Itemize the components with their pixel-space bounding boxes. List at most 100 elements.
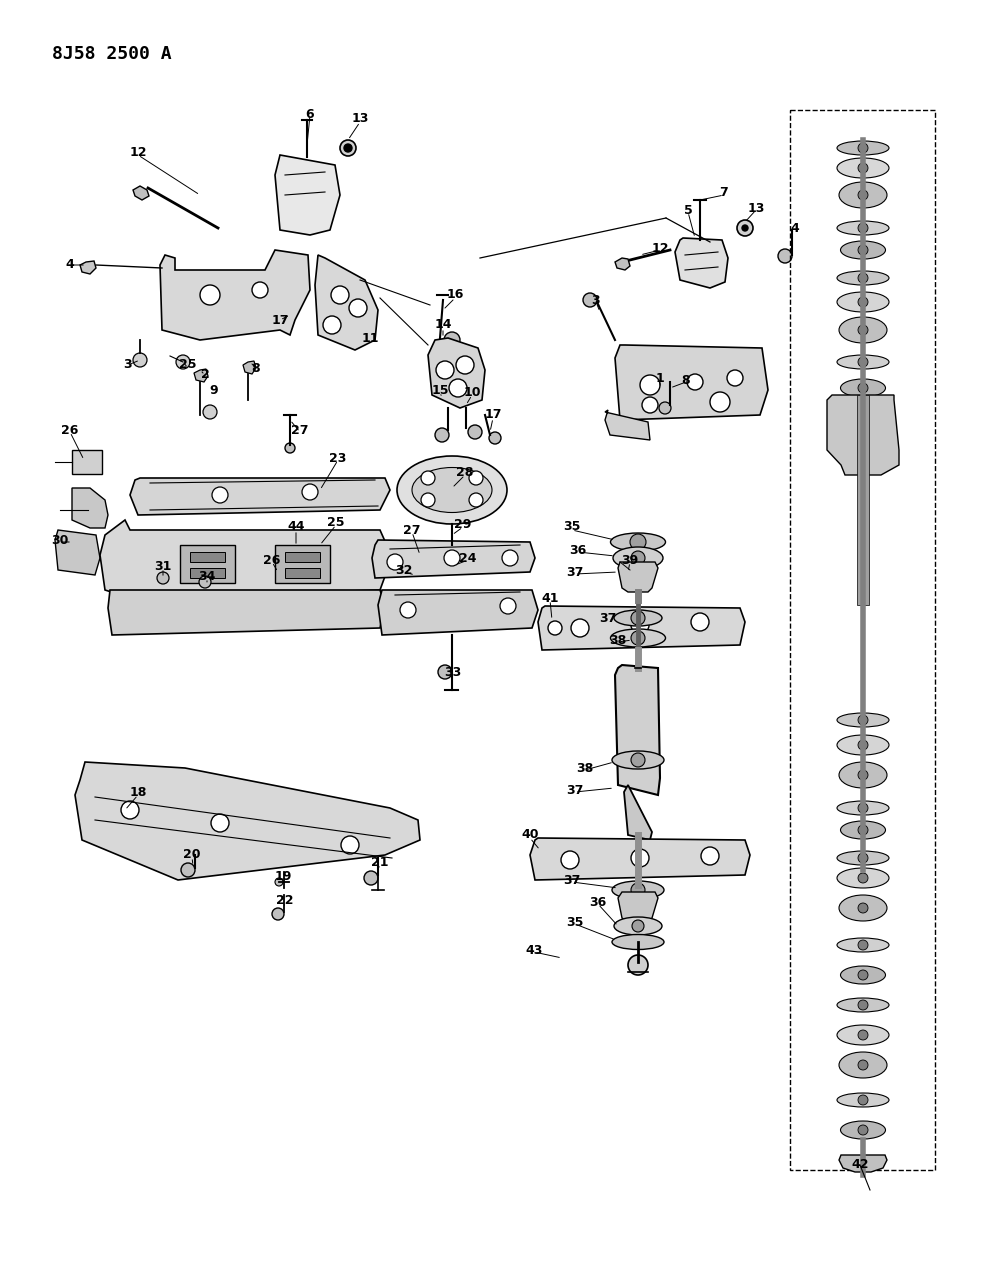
Ellipse shape <box>612 935 664 950</box>
Circle shape <box>858 357 868 367</box>
Circle shape <box>631 849 649 867</box>
Circle shape <box>340 140 356 156</box>
Ellipse shape <box>839 317 887 343</box>
Circle shape <box>858 940 868 950</box>
Circle shape <box>548 621 562 635</box>
Ellipse shape <box>837 1025 889 1046</box>
Text: 35: 35 <box>563 520 581 533</box>
Text: 39: 39 <box>622 553 638 566</box>
Text: 3: 3 <box>124 358 132 371</box>
Text: 15: 15 <box>431 384 449 397</box>
Circle shape <box>858 970 868 980</box>
Polygon shape <box>615 666 660 796</box>
Ellipse shape <box>840 1121 886 1139</box>
Circle shape <box>742 224 748 231</box>
Ellipse shape <box>614 609 662 626</box>
Bar <box>190 552 225 562</box>
Bar <box>857 395 869 606</box>
Text: 38: 38 <box>576 761 594 774</box>
Bar <box>180 544 235 583</box>
Polygon shape <box>55 530 100 575</box>
Circle shape <box>500 598 516 615</box>
Bar <box>72 450 102 474</box>
Circle shape <box>400 602 416 618</box>
Text: 25: 25 <box>327 515 345 529</box>
Bar <box>190 567 225 578</box>
Circle shape <box>631 551 645 565</box>
Circle shape <box>858 382 868 393</box>
Circle shape <box>583 293 597 307</box>
Text: 21: 21 <box>371 856 389 868</box>
Text: 31: 31 <box>155 560 171 572</box>
Circle shape <box>858 245 868 255</box>
Text: 37: 37 <box>566 566 584 579</box>
Circle shape <box>858 273 868 283</box>
Circle shape <box>203 405 217 419</box>
Circle shape <box>858 163 868 173</box>
Circle shape <box>640 375 660 395</box>
Text: 34: 34 <box>198 570 216 583</box>
Text: 13: 13 <box>352 111 368 125</box>
Text: 14: 14 <box>434 319 452 332</box>
Circle shape <box>631 631 645 645</box>
Polygon shape <box>605 411 650 440</box>
Ellipse shape <box>839 1052 887 1077</box>
Polygon shape <box>827 395 899 476</box>
Circle shape <box>630 534 646 550</box>
Polygon shape <box>130 478 390 515</box>
Polygon shape <box>428 338 485 408</box>
Circle shape <box>421 493 435 507</box>
Polygon shape <box>372 541 535 578</box>
Circle shape <box>858 223 868 233</box>
Text: 3: 3 <box>592 293 600 306</box>
Text: 30: 30 <box>51 533 69 547</box>
Text: 4: 4 <box>66 259 75 272</box>
Circle shape <box>710 391 730 412</box>
Text: 13: 13 <box>748 201 764 214</box>
Text: 12: 12 <box>651 241 669 255</box>
Ellipse shape <box>611 533 666 551</box>
Ellipse shape <box>840 821 886 839</box>
Polygon shape <box>160 250 310 340</box>
Bar <box>285 567 320 578</box>
Circle shape <box>858 143 868 153</box>
Circle shape <box>331 286 349 303</box>
Circle shape <box>642 397 658 413</box>
Polygon shape <box>133 186 149 200</box>
Ellipse shape <box>612 751 664 769</box>
Ellipse shape <box>840 966 886 984</box>
Polygon shape <box>108 590 385 635</box>
Circle shape <box>858 873 868 884</box>
Text: 38: 38 <box>610 634 626 646</box>
Text: 29: 29 <box>454 518 472 530</box>
Polygon shape <box>243 361 256 374</box>
Text: 23: 23 <box>329 451 347 464</box>
Text: 2: 2 <box>201 368 210 381</box>
Circle shape <box>631 616 649 634</box>
Circle shape <box>858 1000 868 1010</box>
Polygon shape <box>618 562 658 592</box>
Text: 32: 32 <box>395 564 413 576</box>
Circle shape <box>858 190 868 200</box>
Ellipse shape <box>837 850 889 864</box>
Text: 19: 19 <box>274 870 292 882</box>
Ellipse shape <box>611 629 666 646</box>
Ellipse shape <box>837 272 889 286</box>
Circle shape <box>858 825 868 835</box>
Circle shape <box>252 282 268 298</box>
Circle shape <box>628 955 648 975</box>
Text: 36: 36 <box>589 895 607 909</box>
Circle shape <box>344 144 352 152</box>
Circle shape <box>469 493 483 507</box>
Circle shape <box>285 442 295 453</box>
Polygon shape <box>530 838 750 880</box>
Polygon shape <box>839 1155 887 1172</box>
Ellipse shape <box>837 292 889 312</box>
Circle shape <box>858 1125 868 1135</box>
Polygon shape <box>615 258 630 270</box>
Text: 37: 37 <box>566 784 584 797</box>
Text: 18: 18 <box>129 787 147 799</box>
Text: 40: 40 <box>521 829 539 842</box>
Circle shape <box>133 353 147 367</box>
Polygon shape <box>75 762 420 880</box>
